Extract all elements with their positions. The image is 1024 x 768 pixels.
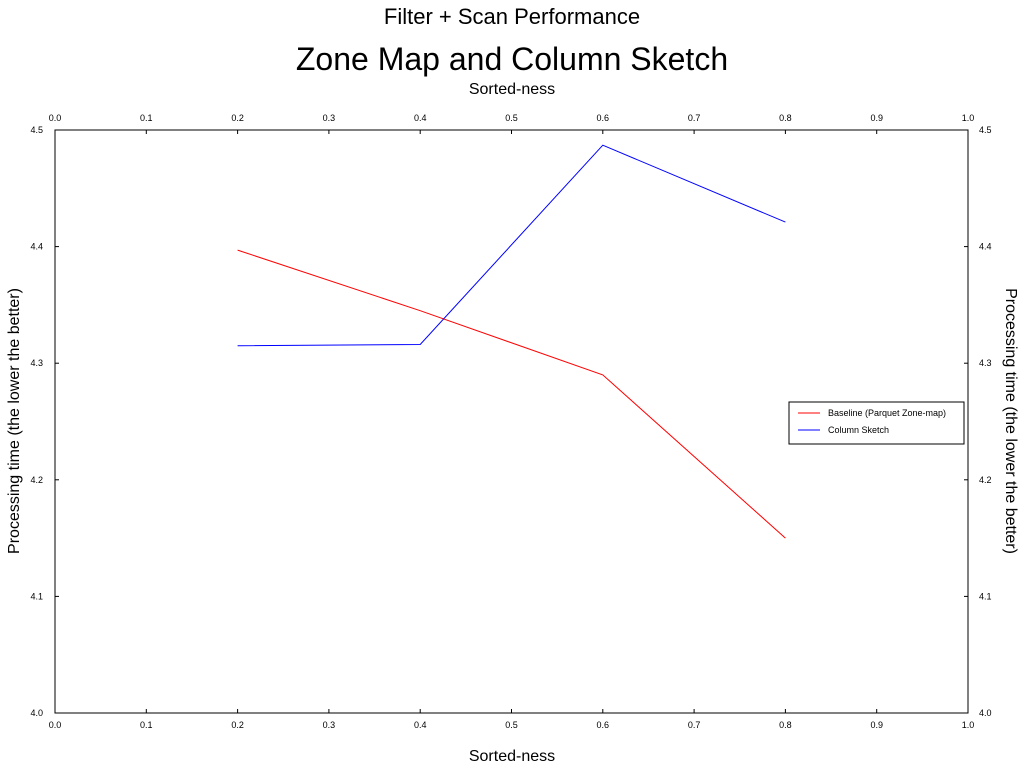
x-tick-label-bottom: 0.4 <box>414 720 427 730</box>
legend-label-baseline: Baseline (Parquet Zone-map) <box>828 408 946 418</box>
y-tick-label-right: 4.0 <box>979 708 992 718</box>
x-tick-label-top: 0.5 <box>505 113 518 123</box>
y-tick-label-left: 4.1 <box>30 591 43 601</box>
y-tick-label-right: 4.1 <box>979 591 992 601</box>
x-tick-label-top: 0.2 <box>231 113 244 123</box>
y-tick-label-left: 4.0 <box>30 708 43 718</box>
x-tick-label-bottom: 0.3 <box>323 720 336 730</box>
chart-suptitle: Filter + Scan Performance <box>384 4 640 29</box>
y-tick-label-right: 4.2 <box>979 475 992 485</box>
x-tick-label-bottom: 0.0 <box>49 720 62 730</box>
y-tick-label-left: 4.4 <box>30 242 43 252</box>
legend-box <box>788 401 965 445</box>
series-line-1 <box>237 144 786 347</box>
x-tick-label-top: 0.7 <box>688 113 701 123</box>
y-tick-label-right: 4.3 <box>979 358 992 368</box>
x-tick-label-bottom: 0.7 <box>688 720 701 730</box>
y-tick-label-left: 4.5 <box>30 125 43 135</box>
x-tick-label-bottom: 0.9 <box>870 720 883 730</box>
legend-label-column-sketch: Column Sketch <box>828 425 889 435</box>
x-tick-label-top: 0.4 <box>414 113 427 123</box>
series-layer <box>237 144 786 539</box>
x-tick-label-top: 0.3 <box>323 113 336 123</box>
y-tick-label-right: 4.4 <box>979 242 992 252</box>
x-tick-label-top: 0.6 <box>597 113 610 123</box>
ticks-layer: 0.0 0.0 0.1 0.1 0.2 0.2 0.3 0.3 0.4 0.4 0.5 0.5 0.6 0… <box>30 113 991 730</box>
x-tick-label-bottom: 1.0 <box>962 720 975 730</box>
x-tick-label-top: 0.0 <box>49 113 62 123</box>
y-tick-label-left: 4.3 <box>30 358 43 368</box>
x-axis-label-top: Sorted-ness <box>469 81 555 98</box>
x-tick-label-bottom: 0.1 <box>140 720 153 730</box>
y-tick-label-right: 4.5 <box>979 125 992 135</box>
y-axis-label-left: Processing time (the lower the better) <box>6 288 23 554</box>
series-line-0 <box>237 249 786 539</box>
x-tick-label-top: 0.8 <box>779 113 792 123</box>
y-tick-label-left: 4.2 <box>30 475 43 485</box>
x-tick-label-top: 0.9 <box>870 113 883 123</box>
x-tick-label-bottom: 0.6 <box>597 720 610 730</box>
chart-title: Zone Map and Column Sketch <box>296 41 728 77</box>
legend: Baseline (Parquet Zone-map) Column Sketc… <box>788 401 965 445</box>
x-tick-label-bottom: 0.8 <box>779 720 792 730</box>
y-axis-label-right: Processing time (the lower the better) <box>1002 288 1019 554</box>
x-tick-label-bottom: 0.5 <box>505 720 518 730</box>
x-axis-label: Sorted-ness <box>469 748 555 765</box>
x-tick-label-top: 1.0 <box>962 113 975 123</box>
x-tick-label-bottom: 0.2 <box>231 720 244 730</box>
x-tick-label-top: 0.1 <box>140 113 153 123</box>
